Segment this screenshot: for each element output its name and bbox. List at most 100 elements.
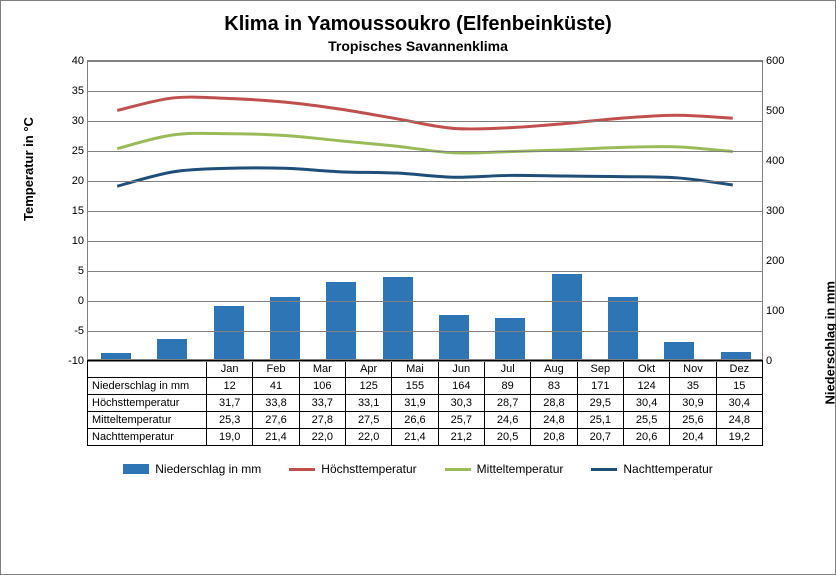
table-cell: 22,0: [299, 429, 345, 446]
table-cell: 30,4: [623, 395, 669, 412]
table-cell: 41: [253, 378, 299, 395]
chart-subtitle: Tropisches Savannenklima: [9, 38, 827, 54]
legend-swatch: [123, 464, 149, 474]
legend-label: Mitteltemperatur: [477, 462, 564, 476]
table-cell: 28,8: [531, 395, 577, 412]
legend-item-precip: Niederschlag in mm: [123, 462, 261, 476]
y1-tick-label: 5: [54, 265, 84, 277]
legend-swatch: [591, 468, 617, 471]
y2-tick-label: 400: [766, 155, 802, 167]
table-cell: 106: [299, 378, 345, 395]
data-table: JanFebMarAprMaiJunJulAugSepOktNovDezNied…: [87, 360, 763, 446]
plot-area: -10-50510152025303540 010020030040050060…: [87, 60, 763, 360]
table-cell: 19,0: [207, 429, 253, 446]
y1-tick-label: 15: [54, 205, 84, 217]
table-cell: 164: [438, 378, 484, 395]
legend-item-night: Nachttemperatur: [591, 462, 712, 476]
table-cell: 171: [577, 378, 623, 395]
chart-title: Klima in Yamoussoukro (Elfenbeinküste): [9, 13, 827, 36]
month-header: Aug: [531, 361, 577, 378]
month-header: Mar: [299, 361, 345, 378]
table-row: Niederschlag in mm1241106125155164898317…: [88, 378, 763, 395]
y2-ticks: 0100200300400500600: [766, 61, 802, 359]
table-cell: 15: [716, 378, 762, 395]
table-row: Nachttemperatur19,021,422,022,021,421,22…: [88, 429, 763, 446]
legend-item-mean: Mitteltemperatur: [445, 462, 564, 476]
legend-label: Nachttemperatur: [623, 462, 712, 476]
table-cell: 27,6: [253, 412, 299, 429]
y2-tick-label: 300: [766, 205, 802, 217]
table-cell: 25,7: [438, 412, 484, 429]
month-header: Sep: [577, 361, 623, 378]
table-cell: 24,8: [531, 412, 577, 429]
night-line: [117, 168, 733, 186]
table-cell: 31,9: [392, 395, 438, 412]
table-cell: 25,6: [670, 412, 716, 429]
month-header: Feb: [253, 361, 299, 378]
y2-tick-label: 200: [766, 255, 802, 267]
y1-axis-label: Temperatur in °C: [21, 117, 36, 221]
table-cell: 20,5: [484, 429, 530, 446]
table-cell: 155: [392, 378, 438, 395]
y1-tick-label: 20: [54, 175, 84, 187]
y1-tick-label: 0: [54, 295, 84, 307]
table-cell: 28,7: [484, 395, 530, 412]
y1-tick-label: 30: [54, 115, 84, 127]
legend: Niederschlag in mm Höchsttemperatur Mittel…: [9, 462, 827, 476]
y2-tick-label: 0: [766, 355, 802, 367]
table-cell: 12: [207, 378, 253, 395]
table-cell: 30,9: [670, 395, 716, 412]
month-header: Apr: [345, 361, 391, 378]
legend-swatch: [445, 468, 471, 471]
month-header: Nov: [670, 361, 716, 378]
table-cell: 30,4: [716, 395, 762, 412]
lines-layer: [88, 61, 762, 359]
table-cell: 125: [345, 378, 391, 395]
row-label: Höchsttemperatur: [88, 395, 207, 412]
table-cell: 21,2: [438, 429, 484, 446]
table-cell: 33,1: [345, 395, 391, 412]
legend-label: Niederschlag in mm: [155, 462, 261, 476]
table-cell: 21,4: [392, 429, 438, 446]
table-cell: 29,5: [577, 395, 623, 412]
table-header-row: JanFebMarAprMaiJunJulAugSepOktNovDez: [88, 361, 763, 378]
table-cell: 35: [670, 378, 716, 395]
table-cell: 24,6: [484, 412, 530, 429]
legend-label: Höchsttemperatur: [321, 462, 416, 476]
table-cell: 27,5: [345, 412, 391, 429]
table-cell: 33,7: [299, 395, 345, 412]
y2-tick-label: 600: [766, 55, 802, 67]
month-header: Okt: [623, 361, 669, 378]
y2-tick-label: 500: [766, 105, 802, 117]
table-cell: 19,2: [716, 429, 762, 446]
table-cell: 20,7: [577, 429, 623, 446]
table-row: Höchsttemperatur31,733,833,733,131,930,3…: [88, 395, 763, 412]
row-label: Niederschlag in mm: [88, 378, 207, 395]
chart-wrap: -10-50510152025303540 010020030040050060…: [87, 60, 749, 360]
month-header: Jan: [207, 361, 253, 378]
table-cell: 33,8: [253, 395, 299, 412]
chart-container: Klima in Yamoussoukro (Elfenbeinküste) T…: [0, 0, 836, 575]
row-label: Mitteltemperatur: [88, 412, 207, 429]
y1-ticks: -10-50510152025303540: [54, 61, 84, 359]
row-label: Nachttemperatur: [88, 429, 207, 446]
y1-tick-label: 10: [54, 235, 84, 247]
table-cell: 24,8: [716, 412, 762, 429]
table-row: Mitteltemperatur25,327,627,827,526,625,7…: [88, 412, 763, 429]
month-header: Jul: [484, 361, 530, 378]
table-cell: 20,6: [623, 429, 669, 446]
table-cell: 20,8: [531, 429, 577, 446]
y1-tick-label: 25: [54, 145, 84, 157]
table-cell: 83: [531, 378, 577, 395]
month-header: Mai: [392, 361, 438, 378]
y1-tick-label: 35: [54, 85, 84, 97]
legend-swatch: [289, 468, 315, 471]
table-cell: 30,3: [438, 395, 484, 412]
table-cell: 25,3: [207, 412, 253, 429]
table-cell: 22,0: [345, 429, 391, 446]
table-cell: 27,8: [299, 412, 345, 429]
high-line: [117, 97, 733, 129]
table-cell: 31,7: [207, 395, 253, 412]
y1-tick-label: -10: [54, 355, 84, 367]
table-cell: 124: [623, 378, 669, 395]
